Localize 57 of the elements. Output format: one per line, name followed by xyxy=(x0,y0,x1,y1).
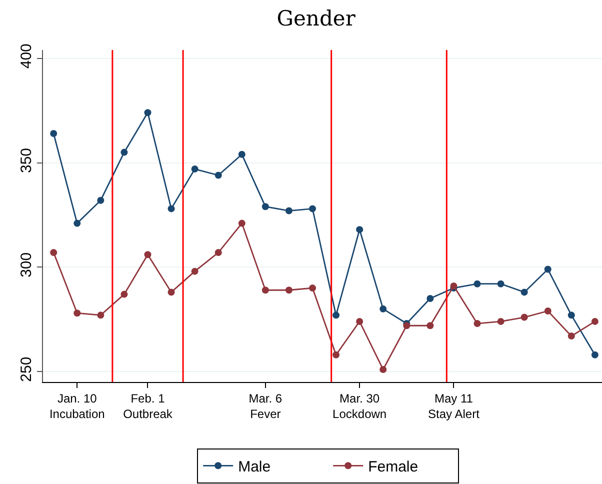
point xyxy=(168,288,175,296)
point xyxy=(214,172,222,179)
point xyxy=(120,290,128,298)
legend-label: Male xyxy=(238,458,271,476)
point xyxy=(97,312,104,319)
point xyxy=(568,332,575,340)
x-tick-label: Jan. 10 Incubation xyxy=(49,392,105,422)
y-tick-label: 400 xyxy=(18,44,35,69)
point xyxy=(520,314,528,321)
point xyxy=(74,220,81,227)
point xyxy=(50,130,58,138)
point xyxy=(309,205,316,212)
point xyxy=(380,305,387,312)
point xyxy=(591,351,598,358)
point xyxy=(544,266,552,273)
point xyxy=(74,310,81,317)
x-tick-label: Mar. 30 Lockdown xyxy=(332,392,387,422)
point xyxy=(520,288,528,296)
point xyxy=(50,249,58,256)
chart-title: Gender xyxy=(276,6,356,30)
point xyxy=(144,109,152,116)
point xyxy=(332,312,340,319)
point xyxy=(262,203,269,210)
x-tick-label: May 11 Stay Alert xyxy=(428,392,480,422)
point xyxy=(356,318,364,325)
point xyxy=(309,284,316,292)
point xyxy=(426,322,434,330)
point xyxy=(285,207,292,214)
y-tick-label: 350 xyxy=(18,148,35,174)
point xyxy=(191,166,198,173)
point xyxy=(120,148,128,156)
y-tick-label: 300 xyxy=(18,252,35,278)
point xyxy=(262,286,269,294)
point xyxy=(285,286,292,294)
x-tick-label: Mar. 6 Fever xyxy=(248,392,282,422)
point xyxy=(332,351,340,358)
point xyxy=(214,249,222,256)
point xyxy=(591,318,598,325)
point xyxy=(474,280,481,288)
point xyxy=(168,205,175,212)
point xyxy=(238,220,246,227)
point xyxy=(497,318,504,325)
x-tick-label: Feb. 1 Outbreak xyxy=(123,392,174,422)
point xyxy=(474,320,481,328)
point xyxy=(450,282,458,290)
point xyxy=(191,268,198,275)
point xyxy=(497,280,504,288)
point xyxy=(144,251,152,258)
point xyxy=(544,308,552,315)
point xyxy=(238,150,246,158)
point xyxy=(356,226,364,234)
point xyxy=(97,196,104,204)
point xyxy=(568,312,575,319)
point xyxy=(380,366,387,373)
y-tick-label: 250 xyxy=(18,356,35,382)
legend-label: Female xyxy=(368,458,418,476)
point xyxy=(426,294,434,302)
